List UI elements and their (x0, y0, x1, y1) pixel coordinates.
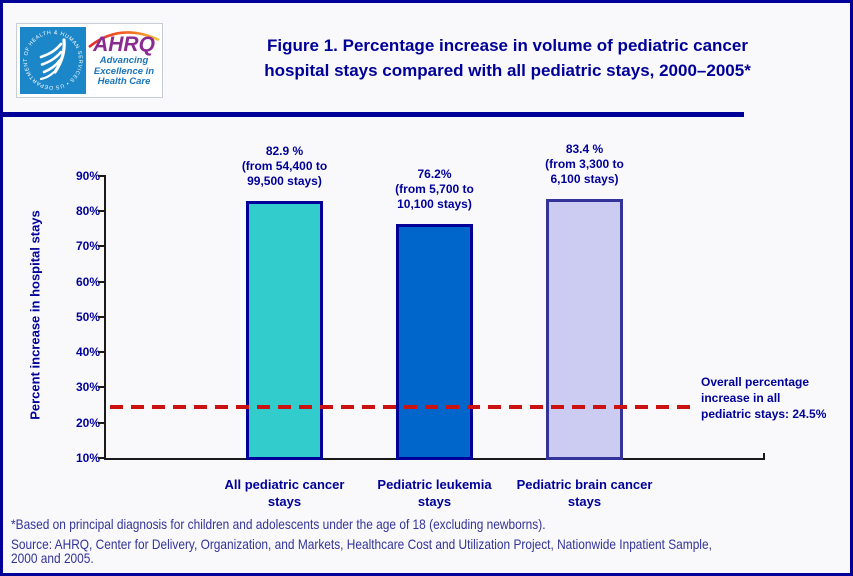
figure-title: Figure 1. Percentage increase in volume … (173, 33, 842, 83)
category-label-line: stays (267, 494, 302, 509)
annotation-line1: Overall percentage (701, 375, 810, 389)
bar-value-label-line: 6,100 stays) (550, 171, 619, 186)
category-label-line: stays (567, 494, 602, 509)
figure-title-line1: Figure 1. Percentage increase in volume … (267, 36, 748, 55)
footnote-source-line2: 2000 and 2005. (11, 550, 94, 566)
category-label: Pediatric brain cancer stays (495, 476, 675, 510)
y-tick-mark (98, 386, 104, 389)
y-tick-label: 40% (75, 345, 100, 360)
y-tick-label: 60% (75, 274, 100, 289)
y-tick-mark (98, 280, 104, 283)
y-tick-mark (98, 457, 104, 459)
chart-bar (246, 200, 323, 460)
footnote-source-line1: Source: AHRQ, Center for Delivery, Organ… (11, 536, 712, 552)
x-axis-end-tick (763, 453, 765, 459)
category-label-line: stays (417, 494, 452, 509)
bar-value-label-line: (from 54,400 to (241, 158, 328, 173)
footnote-asterisk: *Based on principal diagnosis for childr… (11, 516, 546, 532)
ahrq-acronym: AHRQ (93, 33, 155, 56)
category-label: All pediatric cancer stays (195, 476, 375, 510)
tagline-line1: Advancing (99, 55, 149, 66)
tagline-line2: Excellence in (93, 65, 155, 77)
bar-value-label-line: 99,500 stays) (247, 173, 322, 188)
chart-bar (546, 198, 623, 460)
reference-line-annotation: Overall percentage increase in all pedia… (701, 374, 850, 422)
hhs-eagle-icon: DEPARTMENT OF HEALTH & HUMAN SERVICES • … (18, 23, 86, 94)
y-tick-mark (98, 351, 104, 354)
header-divider (3, 112, 744, 117)
y-tick-label: 20% (75, 415, 100, 430)
category-label-line: Pediatric leukemia (377, 477, 492, 492)
annotation-line2: increase in all (701, 391, 781, 405)
y-tick-mark (98, 315, 104, 318)
bar-value-label: 82.9 % (from 54,400 to 99,500 stays) (200, 144, 370, 189)
figure-title-line2: hospital stays compared with all pediatr… (264, 61, 751, 80)
y-tick-mark (98, 209, 104, 212)
bar-value-label: 76.2% (from 5,700 to 10,100 stays) (350, 167, 520, 212)
reference-dashed-line (110, 404, 695, 409)
y-tick-label: 50% (75, 309, 100, 324)
tagline-line3: Health Care (97, 76, 151, 87)
y-tick-label: 90% (75, 168, 100, 183)
ahrq-wordmark: AHRQ Advancing Excellence in Health Care (86, 24, 162, 97)
bar-value-label-line: 76.2% (417, 167, 452, 182)
footnotes: *Based on principal diagnosis for childr… (11, 517, 836, 565)
y-tick-mark (98, 245, 104, 248)
ahrq-tagline: Advancing Excellence in Health Care (86, 55, 162, 88)
rainbow-arc-icon (88, 31, 160, 48)
bar-value-label-line: 82.9 % (265, 143, 304, 158)
y-axis-line (104, 175, 106, 460)
ahrq-hhs-logo: DEPARTMENT OF HEALTH & HUMAN SERVICES • … (16, 23, 163, 98)
y-tick-label: 30% (75, 380, 100, 395)
bar-value-label-line: (from 3,300 to (545, 156, 624, 171)
y-tick-mark (98, 174, 104, 177)
bar-value-label-line: (from 5,700 to (395, 182, 474, 197)
bar-value-label: 83.4 % (from 3,300 to 6,100 stays) (500, 142, 670, 187)
y-axis-title: Percent increase in hospital stays (27, 210, 43, 420)
y-tick-mark (98, 421, 104, 424)
hhs-seal-icon: DEPARTMENT OF HEALTH & HUMAN SERVICES • … (18, 23, 86, 94)
category-label-line: All pediatric cancer (224, 477, 345, 492)
chart-bar (396, 224, 473, 460)
bar-value-label-line: 83.4 % (565, 141, 604, 156)
category-label-line: Pediatric brain cancer (516, 477, 653, 492)
annotation-line3: pediatric stays: 24.5% (701, 407, 827, 421)
y-tick-label: 10% (75, 451, 100, 465)
bar-value-label-line: 10,100 stays) (397, 197, 472, 212)
y-tick-label: 80% (75, 203, 100, 218)
category-label: Pediatric leukemia stays (345, 476, 525, 510)
y-tick-label: 70% (75, 239, 100, 254)
